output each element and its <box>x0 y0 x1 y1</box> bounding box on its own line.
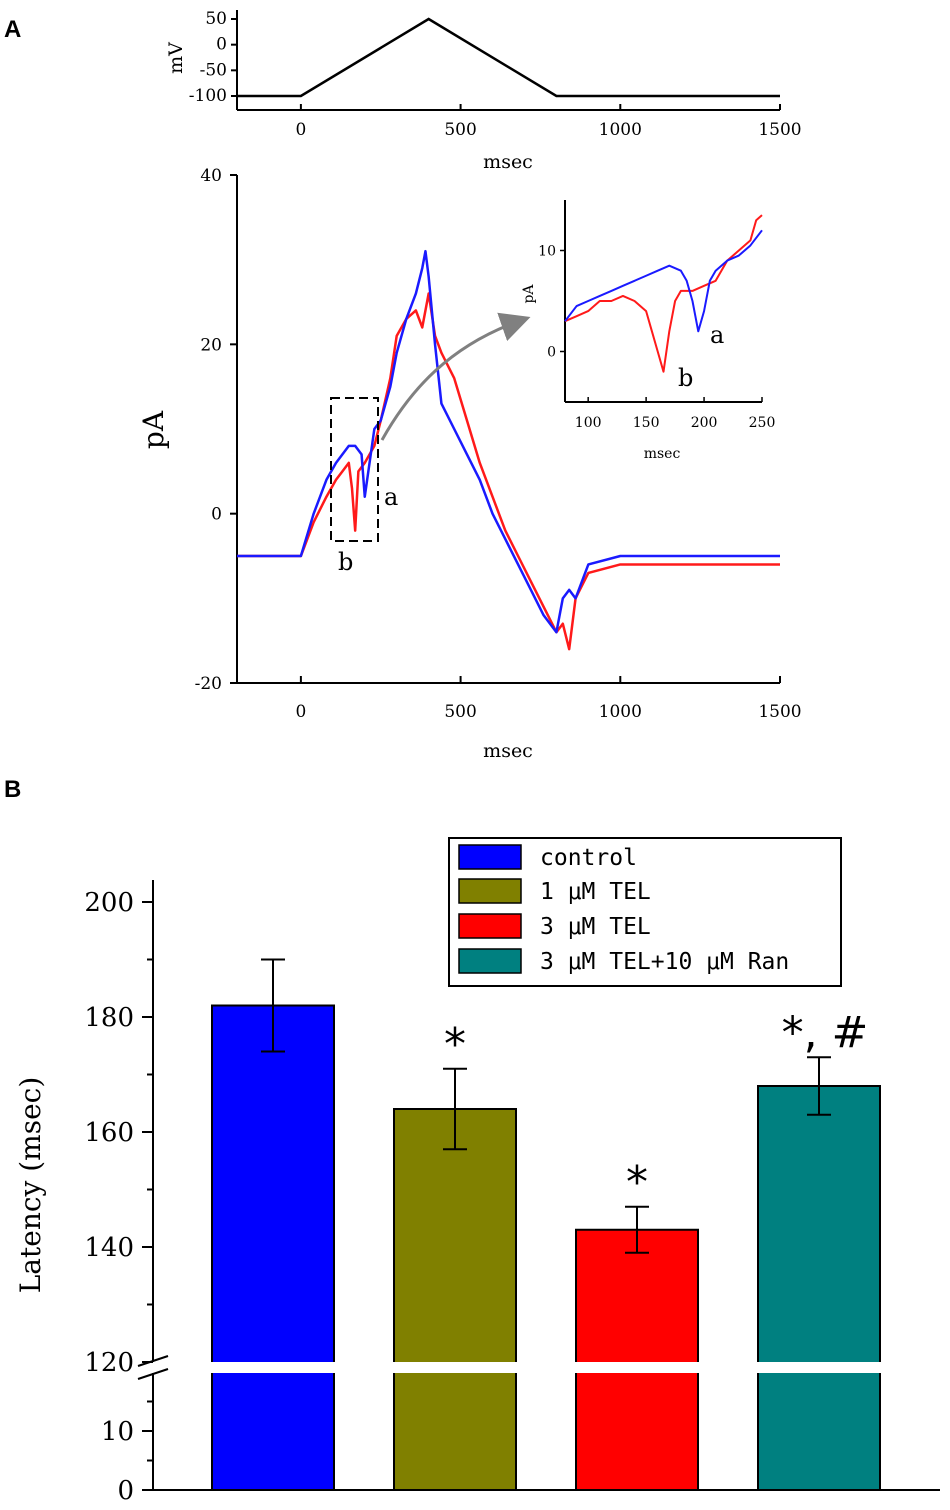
voltage-ytick-label: -50 <box>200 60 227 80</box>
voltage-y-title: mV <box>165 42 187 74</box>
current-xtick-label: 500 <box>444 702 476 722</box>
voltage-xtick-label: 0 <box>295 120 306 140</box>
voltage-x-title: msec <box>483 151 533 173</box>
inset-annotation-b: b <box>678 364 693 392</box>
inset-trace-blue <box>564 229 763 333</box>
current-ytick-label: -20 <box>195 674 222 694</box>
axis-break-mark-lower <box>137 1368 169 1380</box>
legend-label-0: control <box>540 845 637 871</box>
zoom-region-box <box>330 397 379 542</box>
bar-1 <box>393 1108 517 1491</box>
inset-xtick-label: 200 <box>691 415 718 431</box>
zoom-arrow <box>380 312 531 441</box>
inset-annotation-a: a <box>710 321 724 349</box>
voltage-ytick-label: 50 <box>205 9 227 29</box>
axis-break-gap <box>150 1362 890 1373</box>
current-xtick-label: 0 <box>295 702 306 722</box>
inset-zoom-plot: 100 100 150 200 250 pA msec a b <box>521 200 775 462</box>
inset-ytick-label: 0 <box>547 345 556 361</box>
bars-ytick-label: 0 <box>117 1476 134 1506</box>
legend-label-3: 3 μM TEL+10 μM Ran <box>540 949 789 975</box>
current-y-title: pA <box>137 410 170 449</box>
current-xtick-label: 1000 <box>599 702 642 722</box>
legend: control 1 μM TEL 3 μM TEL 3 μM TEL+10 μM Ra… <box>448 837 842 987</box>
panel-label-a: A <box>4 16 21 43</box>
significance-mark-3: *, # <box>782 1007 869 1058</box>
voltage-xtick-label: 1000 <box>599 120 642 140</box>
inset-x-title: msec <box>644 446 681 462</box>
voltage-xtick-label: 500 <box>444 120 476 140</box>
current-trace-red <box>237 292 780 651</box>
bars-y-title: Latency (msec) <box>14 1077 47 1294</box>
legend-swatch-1 <box>458 878 522 904</box>
significance-mark-2: * <box>626 1157 648 1208</box>
current-xtick-label: 1500 <box>758 702 801 722</box>
bars-ytick-label: 120 <box>84 1348 134 1378</box>
voltage-ytick-label: -100 <box>189 86 227 106</box>
inset-xtick-label: 250 <box>749 415 776 431</box>
current-x-title: msec <box>483 740 533 762</box>
voltage-xtick-label: 1500 <box>758 120 801 140</box>
bars-ytick-label: 200 <box>84 888 134 918</box>
inset-trace-red <box>564 214 763 373</box>
voltage-protocol-plot: 500-50-100 0 500 1000 1500 mV msec <box>165 9 802 173</box>
bars-ytick-label: 180 <box>84 1003 134 1033</box>
inset-ytick-label: 10 <box>538 244 556 260</box>
significance-mark-1: * <box>444 1019 466 1070</box>
current-trace-blue <box>237 249 780 634</box>
legend-swatch-0 <box>458 844 522 870</box>
current-ytick-label: 0 <box>211 505 222 525</box>
bar-3 <box>757 1085 881 1491</box>
annotation-a: a <box>384 483 398 511</box>
bars-ytick-label: 10 <box>101 1417 134 1447</box>
panel-label-b: B <box>4 776 21 803</box>
legend-swatch-2 <box>458 913 522 939</box>
legend-label-2: 3 μM TEL <box>540 914 651 940</box>
voltage-ramp-line <box>237 17 780 98</box>
voltage-ytick-label: 0 <box>216 35 227 55</box>
bar-0 <box>211 1004 335 1491</box>
legend-label-1: 1 μM TEL <box>540 879 651 905</box>
inset-xtick-label: 100 <box>575 415 602 431</box>
current-ytick-label: 40 <box>200 166 222 186</box>
current-ytick-label: 20 <box>200 335 222 355</box>
bar-2 <box>575 1228 699 1491</box>
legend-swatch-3 <box>458 948 522 974</box>
bars-ytick-label: 140 <box>84 1233 134 1263</box>
bars-ytick-label: 160 <box>84 1118 134 1148</box>
inset-xtick-label: 150 <box>633 415 660 431</box>
annotation-b: b <box>338 548 353 576</box>
inset-y-title: pA <box>521 284 537 304</box>
